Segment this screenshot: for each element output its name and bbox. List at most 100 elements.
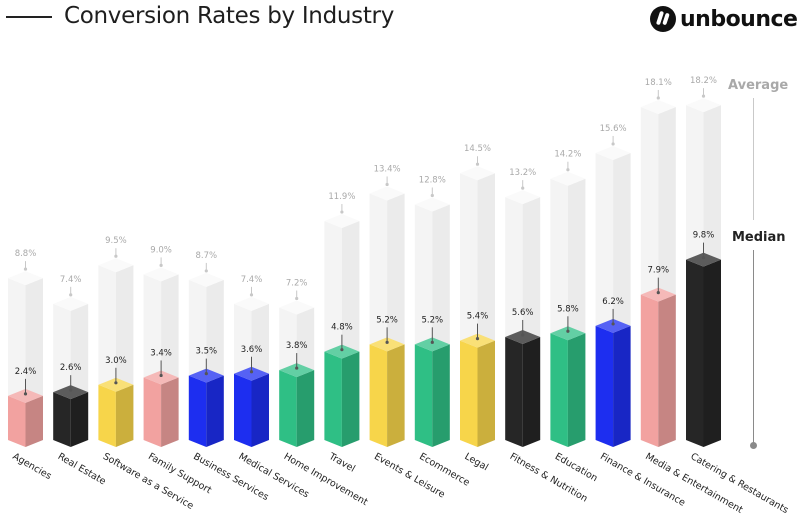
median-bar-4-side [206, 375, 224, 447]
average-value-label: 13.2% [509, 168, 536, 178]
median-tick-dot [701, 256, 706, 260]
median-bar-3-top [143, 370, 179, 385]
bar-group-15: 18.2%9.8%Catering & Restaurants [686, 76, 790, 516]
median-tick-dot [114, 381, 118, 385]
median-bar-15-side [703, 259, 721, 447]
category-label-6: Home Improvement [282, 451, 370, 508]
average-bar-1-top [53, 296, 89, 311]
median-value-label: 7.9% [647, 266, 669, 276]
median-value-label: 3.0% [105, 356, 127, 366]
average-bar-0-top [8, 271, 43, 286]
median-tick-dot [159, 373, 163, 378]
median-bar-0-side [25, 395, 43, 447]
average-tick-dot [430, 193, 434, 198]
title-rule [6, 16, 52, 18]
page-title: Conversion Rates by Industry [64, 3, 395, 29]
average-tick-dot [521, 186, 525, 190]
bar-group-1: 7.4% 2.6% Real Estate [53, 275, 108, 487]
average-bar-15-top [686, 98, 721, 113]
median-bar-13-front [595, 325, 614, 447]
average-value-label: 7.4% [241, 275, 263, 285]
average-value-label: 7.2% [286, 279, 308, 289]
bar-group-0: 8.8% 2.4% Agencies [8, 249, 53, 482]
median-bar-5-front [234, 373, 252, 447]
category-label-7: Travel [326, 451, 357, 475]
average-tick-dot [566, 168, 570, 172]
median-bar-9-side [432, 344, 450, 447]
median-value-label: 9.8% [693, 231, 715, 241]
median-bar-14-front [640, 294, 659, 447]
average-bar-11-top [505, 190, 541, 205]
average-value-label: 8.8% [15, 249, 37, 259]
average-value-label: 7.4% [60, 275, 82, 285]
median-bar-11-front [505, 336, 523, 447]
average-tick-dot [611, 142, 615, 146]
median-bar-8-front [369, 344, 388, 447]
median-bar-5-side [251, 373, 269, 447]
bar-group-12: 14.2%5.8%Education [550, 150, 599, 484]
median-bar-2-top [98, 377, 134, 392]
average-bar-4-top [188, 272, 224, 287]
category-label-10: Legal [463, 451, 491, 473]
median-bar-0-top [8, 388, 43, 403]
average-value-label: 18.2% [690, 76, 717, 86]
median-bar-0-front [8, 395, 26, 447]
category-label-1: Real Estate [56, 451, 108, 487]
median-tick-dot [566, 329, 570, 333]
median-bar-10-top [460, 333, 495, 348]
average-tick-dot [204, 269, 208, 273]
median-bar-11-side [522, 336, 541, 447]
legend-median-line [750, 250, 757, 449]
median-bar-5-top [234, 366, 269, 381]
category-label-0: Agencies [11, 451, 54, 482]
average-bar-13-top [595, 145, 631, 160]
average-value-label: 14.2% [554, 150, 581, 160]
median-bar-1-front [53, 392, 71, 447]
brand-logo: unbounce [650, 4, 798, 34]
median-bar-9-front [414, 344, 433, 447]
median-bar-12-front [550, 333, 568, 447]
bar-group-7: 11.9% 4.8% Travel [324, 192, 360, 475]
average-tick-dot [69, 293, 73, 297]
median-tick-dot [475, 337, 480, 341]
median-value-label: 2.6% [60, 363, 82, 373]
average-bar-5-top [234, 296, 269, 311]
median-bar-8-side [387, 344, 405, 447]
median-bar-4-top [188, 368, 224, 383]
median-bar-4-front [188, 375, 207, 447]
median-bar-7-front [324, 351, 342, 447]
median-bar-10-front [460, 340, 478, 447]
median-bar-12-side [567, 333, 586, 447]
median-value-label: 3.5% [195, 347, 217, 357]
median-value-label: 5.8% [557, 304, 579, 314]
median-value-label: 5.2% [421, 315, 443, 325]
average-bar-6-top [279, 300, 315, 315]
median-value-label: 4.8% [331, 323, 353, 333]
average-tick-dot [159, 263, 163, 267]
average-tick-dot [23, 267, 28, 271]
average-value-label: 9.5% [105, 236, 127, 246]
median-bar-6-front [279, 370, 297, 447]
median-bar-7-side [341, 351, 360, 447]
median-value-label: 6.2% [602, 297, 624, 307]
median-bar-13-side [613, 325, 631, 447]
average-value-label: 8.7% [195, 251, 217, 261]
median-bar-15-front [686, 259, 704, 447]
average-value-label: 9.0% [150, 245, 172, 255]
average-tick-dot [249, 293, 254, 297]
median-tick-dot [611, 322, 615, 326]
average-tick-dot [701, 94, 706, 98]
brand-name: unbounce [680, 6, 798, 32]
median-tick-dot [204, 372, 208, 376]
average-tick-dot [114, 254, 118, 258]
average-tick-dot [295, 296, 299, 301]
median-tick-dot [340, 348, 344, 352]
median-value-label: 5.4% [467, 312, 489, 322]
median-tick-dot [430, 340, 434, 344]
average-value-label: 11.9% [328, 192, 355, 202]
average-bar-10-top [460, 166, 495, 181]
average-tick-dot [385, 182, 389, 187]
average-bar-14-top [640, 99, 676, 114]
median-value-label: 3.6% [241, 345, 263, 355]
